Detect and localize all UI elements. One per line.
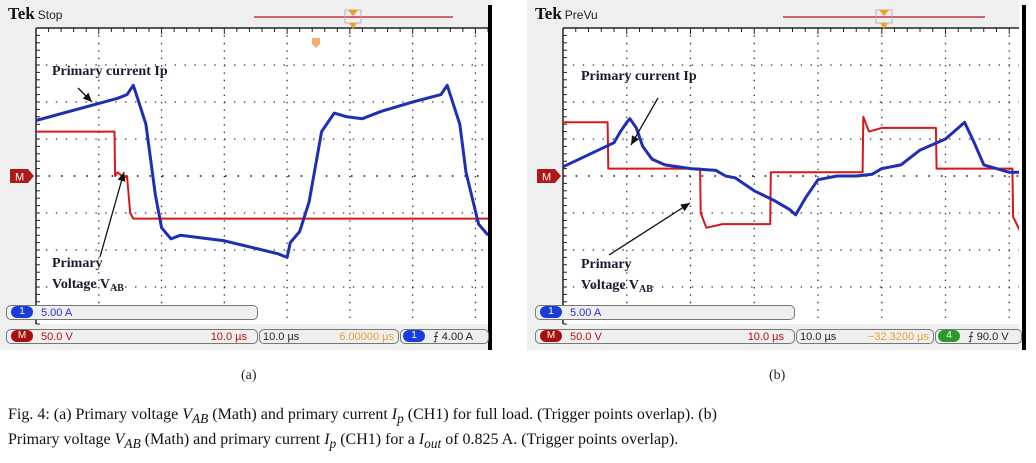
arrowhead-icon [631,135,639,145]
caption-text: (Math) and primary current [144,431,321,449]
caption-text: (CH1) for a [340,431,415,449]
timebase-readout: 10.0 µs 6.00000 µs [259,329,399,344]
right-border [488,5,492,350]
caption-line-2: Primary voltage VAB (Math) and primary c… [8,429,1028,454]
trigger-point-icon [880,23,888,29]
trigger-readout: 1 ⨍ 4.00 A [400,329,489,344]
caption-text: (CH1) for full load. (Trigger points ove… [407,406,717,423]
caption-symbol: I [391,406,398,423]
math-readout: M 50.0 V 10.0 µs [6,329,258,344]
caption-text: (a) Primary voltage [53,406,179,423]
trigger-position: 6.00000 µs [339,331,394,343]
waveform-display: M Primary current Ip Primary Voltage VAB [537,9,1019,325]
scope-title: Tek Stop [8,4,62,24]
annotation-arrow [630,97,659,146]
math-readout: M 50.0 V 10.0 µs [535,329,795,344]
caption-symbol: I [418,431,425,449]
trigger-position-icon [348,10,358,16]
annotation-subscript: AB [639,284,653,295]
ch1-readout: 1 5.00 A [535,305,795,320]
caption-line-1: Fig. 4: (a) Primary voltage VAB (Math) a… [8,404,1028,429]
caption-subscript: p [329,436,337,452]
acquisition-state: Stop [37,8,63,22]
math-marker-label: M [15,172,24,184]
ch1-badge: 1 [540,306,562,319]
trigger-position-icon [879,10,889,16]
math-scale: 50.0 V [41,331,73,343]
annotation-primary-label: Primary [52,256,103,271]
annotation-arrow [608,202,691,256]
ch1-scale: 5.00 A [570,307,602,319]
brand-label: Tek [8,4,35,23]
trigger-position: −32.3200 µs [867,331,929,343]
math-badge: M [11,330,33,343]
caption-text: Primary voltage [8,431,111,449]
arrowhead-icon [82,92,92,102]
ch1-scale: 5.00 A [41,307,73,319]
acquisition-state: PreVu [564,8,598,22]
timebase: 10.0 µs [263,331,300,343]
trigger-marker-icon [312,38,320,48]
annotation-voltage-label: Voltage VAB [52,277,124,294]
math-marker-label: M [542,172,551,184]
primary-current-trace [562,117,1019,217]
trigger-level: ⨍ 4.00 A [433,331,473,343]
trigger-readout: 4 ⨍ 90.0 V [935,329,1022,344]
caption-text: of 0.825 A. (Trigger points overlap). [445,431,679,449]
arrowhead-icon [680,203,690,212]
math-badge: M [540,330,562,343]
annotation-subscript: AB [110,283,124,294]
trigger-point-icon [349,23,357,29]
math-time: 10.0 µs [210,331,247,343]
primary-current-trace [35,83,490,259]
caption-subscript: AB [191,411,209,427]
annotation-primary-current: Primary current Ip [52,64,168,79]
annotation-voltage-label: Voltage VAB [581,278,653,295]
subfigure-label-b: (b) [769,368,786,383]
caption-symbol: V [114,431,125,449]
caption-fig-number: Fig. 4: [8,406,50,423]
math-ground-marker-icon [10,169,34,183]
caption-subscript: out [424,436,442,452]
timebase-readout: 10.0 µs −32.3200 µs [796,329,934,344]
caption-symbol: I [324,431,330,449]
oscilloscope-panel-a: Tek Stop M Primary current Ip Primary Voltag… [0,0,492,350]
caption-symbol: V [182,406,192,423]
scope-title: Tek PreVu [535,4,598,24]
caption-subscript: p [397,411,404,427]
ch1-badge: 1 [11,306,33,319]
primary-voltage-trace [36,130,488,220]
arrowhead-icon [117,172,126,182]
trigger-source-badge: 1 [403,330,425,343]
subfigure-label-a: (a) [241,368,257,383]
annotation-primary-label: Primary [581,257,632,272]
waveform-display: M Primary current Ip Primary Voltage VAB [10,9,490,325]
annotation-arrow [99,171,125,258]
caption-subscript: AB [124,436,141,452]
math-ground-marker-icon [537,169,561,183]
oscilloscope-panel-b: Tek PreVu M Primary current Ip Primary Volta… [527,0,1026,350]
math-time: 10.0 µs [747,331,784,343]
caption-text: (Math) and primary current [212,406,388,423]
right-border [1022,5,1026,350]
annotation-primary-current: Primary current Ip [581,69,697,84]
ch1-readout: 1 5.00 A [6,305,258,320]
math-scale: 50.0 V [570,331,602,343]
brand-label: Tek [535,4,562,23]
trigger-source-badge: 4 [938,330,960,343]
timebase: 10.0 µs [800,331,837,343]
figure-caption: Fig. 4: (a) Primary voltage VAB (Math) a… [8,404,1028,454]
trigger-level: ⨍ 90.0 V [968,331,1009,343]
